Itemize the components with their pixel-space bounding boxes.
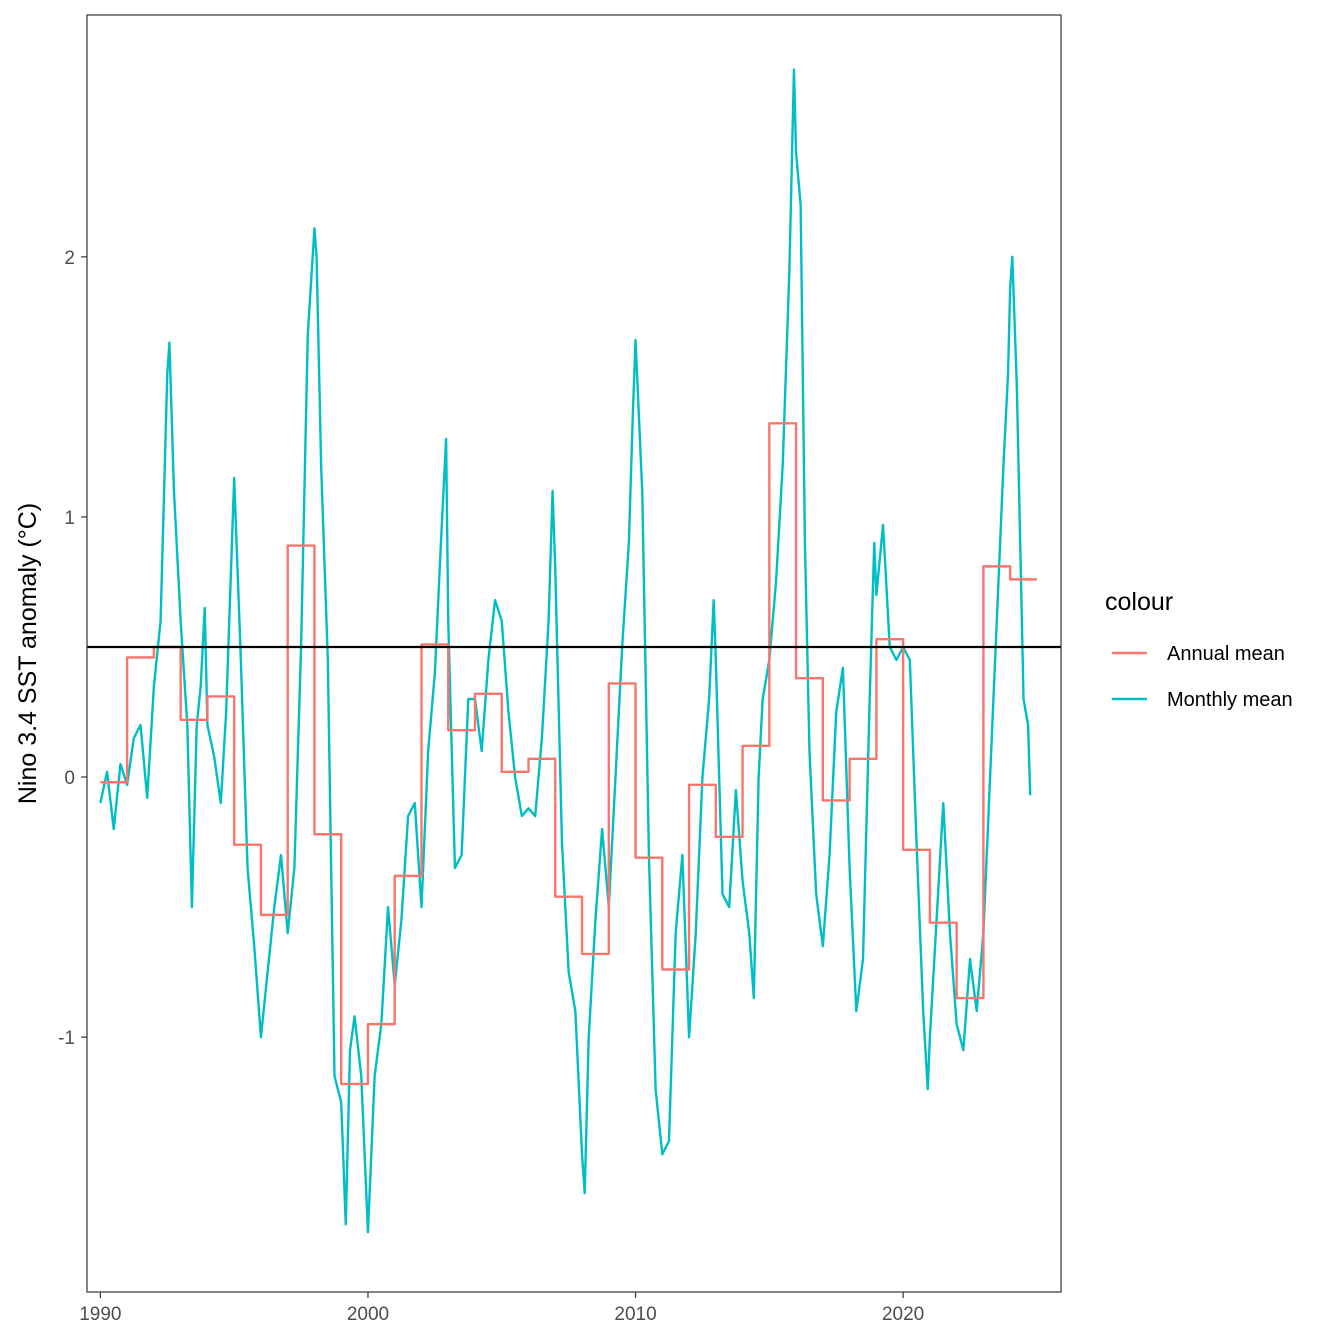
plot-panel-background [87,15,1061,1292]
x-tick-label: 2010 [614,1304,656,1325]
series-layer [99,68,1037,1234]
legend-title: colour [1105,588,1173,616]
plot-panel-border [86,14,1062,1293]
y-axis-title: Nino 3.4 SST anomaly (°C) [14,503,42,804]
x-tick-label: 2000 [347,1304,389,1325]
plot-panel [86,14,1062,1293]
y-tick-label: -1 [58,1028,75,1049]
y-tick-label: 1 [64,508,75,529]
legend-label: Monthly mean [1167,689,1293,711]
legend-items: Annual mean Monthly mean [1112,643,1293,711]
x-tick-label: 2020 [882,1304,924,1325]
x-axis: 1990 2000 2010 2020 [79,1292,924,1325]
y-axis: -1 0 1 2 [58,248,87,1049]
series-line-annual-mean [100,422,1037,1086]
series-line-monthly-mean [99,68,1032,1234]
legend: colour Annual mean Monthly mean [1105,588,1293,711]
y-tick-label: 0 [64,768,75,789]
legend-label: Annual mean [1167,643,1285,665]
x-tick-label: 1990 [79,1304,121,1325]
y-tick-label: 2 [64,248,75,269]
